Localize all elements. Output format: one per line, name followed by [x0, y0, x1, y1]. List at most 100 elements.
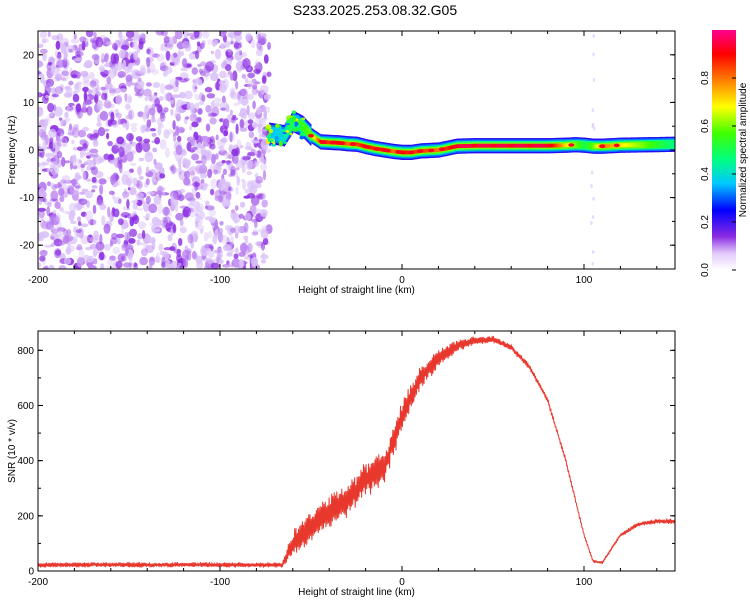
noise-blob — [123, 222, 129, 229]
noise-blob — [194, 86, 198, 90]
noise-blob — [145, 82, 152, 87]
ridge-cell — [541, 143, 543, 148]
noise-blob — [62, 138, 68, 148]
noise-blob — [225, 160, 232, 164]
noise-blob — [113, 208, 120, 218]
noise-blob — [44, 265, 49, 269]
noise-blob — [260, 38, 266, 46]
noise-blob — [86, 106, 93, 116]
noise-blob — [592, 249, 595, 254]
ridge-cell — [635, 143, 637, 147]
noise-blob — [180, 67, 189, 72]
noise-blob — [209, 113, 218, 117]
noise-blob — [122, 122, 127, 128]
noise-blob — [238, 213, 244, 219]
noise-blob — [126, 199, 130, 209]
noise-blob — [262, 117, 269, 121]
ridge-cell — [610, 143, 612, 148]
chart-title: S233.2025.253.08.32.G05 — [292, 2, 458, 18]
noise-blob — [239, 88, 247, 97]
ridge-cell — [304, 126, 306, 132]
noise-blob — [149, 118, 157, 123]
noise-blob — [151, 228, 161, 232]
noise-blob — [168, 211, 172, 217]
noise-blob — [266, 71, 272, 78]
noise-blob — [592, 196, 595, 201]
noise-blob — [99, 184, 104, 195]
ridge-cell — [318, 138, 320, 143]
noise-blob — [263, 110, 268, 120]
noise-blob — [210, 262, 220, 269]
noise-blob — [241, 163, 246, 174]
noise-blob — [113, 157, 121, 168]
noise-blob — [75, 175, 82, 180]
noise-blob — [136, 180, 143, 190]
noise-blob — [117, 71, 126, 78]
ridge-cell — [479, 143, 481, 148]
noise-blob — [592, 77, 596, 82]
noise-blob — [71, 178, 77, 187]
noise-blob — [140, 140, 146, 150]
ridge-hotspot — [439, 147, 445, 151]
noise-blob — [69, 245, 75, 252]
ridge-cell — [620, 143, 622, 148]
ridge-cell — [314, 136, 316, 141]
ridge-cell — [593, 144, 595, 149]
noise-blob — [72, 226, 77, 233]
noise-blob — [204, 247, 212, 253]
noise-blob — [47, 115, 51, 124]
noise-blob — [41, 38, 47, 44]
ridge-hotspot — [274, 135, 279, 142]
noise-blob — [177, 135, 182, 142]
ridge-cell — [515, 143, 518, 148]
noise-blob — [213, 249, 222, 254]
colorbar-tick-label: 0.2 — [700, 215, 711, 229]
noise-blob — [135, 79, 145, 90]
noise-blob — [179, 219, 184, 227]
noise-blob — [58, 117, 63, 121]
noise-blob — [226, 251, 233, 257]
noise-blob — [94, 93, 99, 104]
noise-blob — [109, 85, 117, 97]
ridge-hotspot — [299, 135, 305, 140]
ridge-cell — [392, 149, 395, 154]
ridge-cell — [668, 142, 670, 147]
noise-blob — [38, 210, 45, 218]
noise-blob — [88, 154, 96, 158]
ridge-cell — [641, 143, 643, 147]
noise-blob — [124, 231, 129, 242]
ridge-cell — [422, 148, 425, 153]
noise-blob — [220, 235, 229, 244]
ridge-cell — [578, 143, 580, 147]
ridge-cell — [577, 143, 579, 147]
noise-blob — [175, 212, 184, 221]
noise-blob — [104, 243, 111, 251]
noise-blob — [247, 80, 253, 90]
noise-blob — [171, 94, 181, 99]
noise-blob — [117, 236, 121, 245]
noise-blob — [83, 80, 91, 88]
noise-blob — [143, 201, 150, 212]
noise-blob — [89, 71, 95, 80]
ridge-hotspot — [308, 133, 314, 138]
noise-blob — [92, 85, 96, 95]
noise-blob — [119, 88, 127, 93]
ridge-cell — [589, 143, 591, 148]
ridge-hotspot — [362, 144, 369, 149]
noise-blob — [115, 94, 123, 105]
ridge-cell — [444, 146, 447, 151]
ridge-cell — [635, 143, 638, 147]
ridge-cell — [426, 148, 428, 153]
ridge-cell — [281, 132, 283, 138]
ridge-cell — [552, 143, 554, 148]
ridge-cell — [423, 148, 426, 153]
ridge-cell — [594, 144, 596, 149]
noise-blob — [118, 31, 123, 39]
noise-blob — [136, 167, 142, 175]
ridge-cell — [539, 143, 541, 148]
noise-blob — [169, 246, 176, 252]
noise-blob — [231, 258, 241, 268]
noise-blob — [70, 220, 77, 224]
snr-plot — [38, 335, 675, 568]
noise-blob — [45, 94, 49, 99]
